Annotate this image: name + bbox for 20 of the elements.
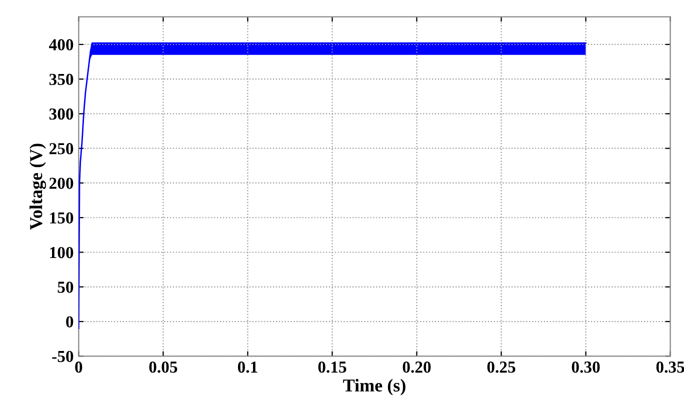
x-tick-label: 0.05 <box>149 361 178 373</box>
x-axis-title: Time (s) <box>343 378 406 396</box>
x-tick-label: 0.35 <box>656 361 684 373</box>
x-tick-label: 0 <box>75 361 82 373</box>
y-tick-label: 400 <box>49 39 74 50</box>
y-tick-label: 0 <box>66 316 74 328</box>
x-tick-label: 0.15 <box>318 361 346 373</box>
y-tick-label: 100 <box>50 246 74 258</box>
y-axis-title: Voltage (V) <box>30 144 46 230</box>
y-tick-label: 250 <box>50 143 74 154</box>
y-tick-label: 350 <box>49 74 74 86</box>
x-tick-label: 0.20 <box>402 361 431 373</box>
y-tick-label: 200 <box>50 178 74 189</box>
x-tick-label: 0.1 <box>238 361 258 373</box>
y-tick-label: -50 <box>52 350 74 362</box>
y-tick-label: 150 <box>50 212 74 224</box>
y-tick-label: 300 <box>49 108 74 120</box>
x-tick-label: 0.25 <box>487 361 516 373</box>
y-tick-label: 50 <box>58 282 74 293</box>
x-tick-label: 0.30 <box>572 361 600 373</box>
